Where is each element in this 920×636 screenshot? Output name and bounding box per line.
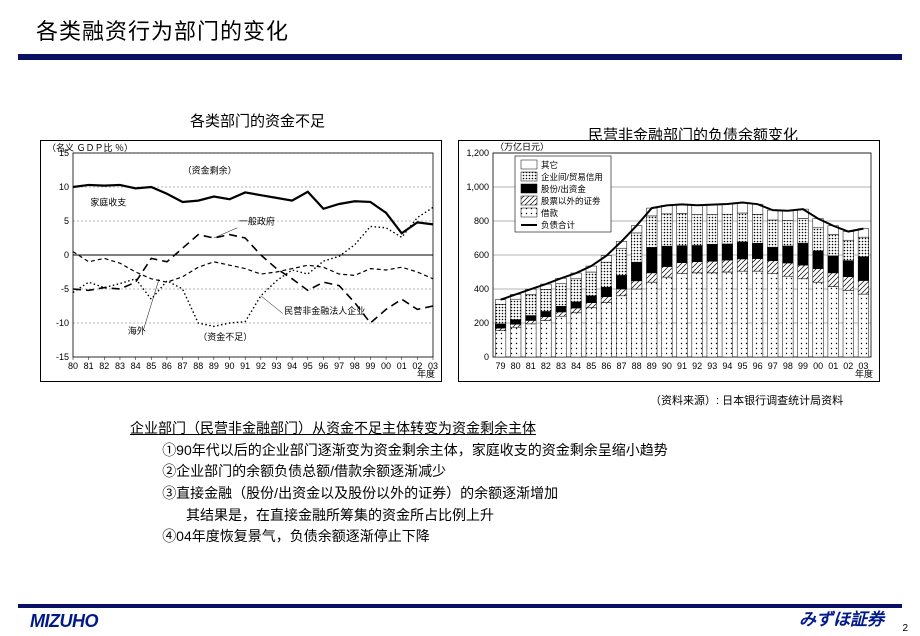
svg-text:88: 88	[632, 361, 642, 371]
svg-text:82: 82	[99, 361, 109, 371]
svg-text:93: 93	[707, 361, 717, 371]
svg-text:01: 01	[397, 361, 407, 371]
logo-mizuho-jp: みずほ証券	[799, 605, 884, 630]
bullet-4: ④04年度恢复景气，负债余额逐渐停止下降	[130, 526, 850, 548]
svg-text:94: 94	[722, 361, 732, 371]
svg-text:96: 96	[753, 361, 763, 371]
svg-text:95: 95	[737, 361, 747, 371]
svg-text:5: 5	[64, 216, 69, 226]
svg-text:90: 90	[662, 361, 672, 371]
bullet-1: ①90年代以后的企业部门逐渐变为资金剩余主体，家庭收支的资金剩余呈缩小趋势	[130, 440, 850, 462]
svg-text:86: 86	[162, 361, 172, 371]
svg-text:85: 85	[146, 361, 156, 371]
svg-text:400: 400	[474, 284, 489, 294]
svg-text:80: 80	[68, 361, 78, 371]
svg-text:（名义 ＧＤＰ比 ％）: （名义 ＧＤＰ比 ％）	[47, 142, 133, 153]
svg-text:0: 0	[484, 352, 489, 362]
svg-text:93: 93	[271, 361, 281, 371]
svg-text:97: 97	[334, 361, 344, 371]
svg-text:一般政府: 一般政府	[239, 215, 275, 226]
bullet-3: ③直接金融（股份/出资金以及股份以外的证券）的余额逐渐增加	[130, 483, 850, 505]
svg-text:1,200: 1,200	[466, 148, 489, 158]
right-chart: 02004006008001,0001,200（万亿日元）79808182838…	[458, 140, 880, 382]
svg-text:86: 86	[601, 361, 611, 371]
svg-text:99: 99	[365, 361, 375, 371]
svg-text:96: 96	[318, 361, 328, 371]
svg-text:0: 0	[64, 250, 69, 260]
svg-text:年度: 年度	[855, 368, 873, 379]
svg-text:01: 01	[828, 361, 838, 371]
svg-text:600: 600	[474, 250, 489, 260]
svg-text:79: 79	[496, 361, 506, 371]
svg-text:年度: 年度	[417, 368, 435, 379]
svg-text:82: 82	[541, 361, 551, 371]
svg-text:02: 02	[843, 361, 853, 371]
svg-text:（资金不足）: （资金不足）	[198, 331, 252, 342]
svg-text:-5: -5	[61, 284, 69, 294]
left-chart: -15-10-505101580818283848586878889909192…	[40, 140, 442, 382]
svg-text:94: 94	[287, 361, 297, 371]
svg-text:家庭收支: 家庭收支	[90, 196, 126, 207]
svg-text:83: 83	[115, 361, 125, 371]
svg-text:81: 81	[84, 361, 94, 371]
svg-text:股份/出资金: 股份/出资金	[541, 184, 586, 194]
svg-text:其它: 其它	[541, 160, 558, 170]
svg-text:（资金剩余）: （资金剩余）	[183, 164, 237, 175]
svg-text:92: 92	[692, 361, 702, 371]
svg-text:83: 83	[556, 361, 566, 371]
svg-text:87: 87	[178, 361, 188, 371]
svg-text:84: 84	[571, 361, 581, 371]
svg-text:借款: 借款	[541, 208, 559, 218]
left-chart-title: 各类部门的资金不足	[190, 110, 325, 131]
svg-text:80: 80	[511, 361, 521, 371]
svg-text:92: 92	[256, 361, 266, 371]
svg-text:81: 81	[526, 361, 536, 371]
footer: MIZUHO みずほ証券 2	[0, 600, 920, 636]
bullet-3-sub: 其结果是，在直接金融所筹集的资金所占比例上升	[130, 505, 850, 527]
svg-text:99: 99	[798, 361, 808, 371]
body-text: 企业部门（民营非金融部门）从资金不足主体转变为资金剩余主体 ①90年代以后的企业…	[130, 418, 850, 548]
svg-text:98: 98	[350, 361, 360, 371]
footer-rule	[18, 604, 902, 608]
svg-text:企业间/贸易信用: 企业间/贸易信用	[541, 172, 603, 182]
svg-text:97: 97	[768, 361, 778, 371]
svg-text:海外: 海外	[128, 325, 146, 336]
svg-text:股票以外的证劵: 股票以外的证劵	[541, 196, 601, 206]
svg-text:95: 95	[303, 361, 313, 371]
svg-text:10: 10	[59, 182, 69, 192]
svg-text:1,000: 1,000	[466, 182, 489, 192]
page-number: 2	[902, 623, 908, 634]
svg-text:89: 89	[647, 361, 657, 371]
svg-text:负债合计: 负债合计	[541, 220, 576, 230]
bullet-2: ②企业部门的余额负债总额/借款余额逐渐减少	[130, 461, 850, 483]
svg-text:89: 89	[209, 361, 219, 371]
svg-text:88: 88	[193, 361, 203, 371]
svg-text:84: 84	[131, 361, 141, 371]
svg-text:民营非金融法人企业: 民营非金融法人企业	[284, 305, 365, 316]
page-title: 各类融资行为部门的变化	[36, 14, 289, 46]
svg-text:00: 00	[381, 361, 391, 371]
body-heading: 企业部门（民营非金融部门）从资金不足主体转变为资金剩余主体	[130, 420, 536, 436]
svg-text:800: 800	[474, 216, 489, 226]
svg-text:98: 98	[783, 361, 793, 371]
svg-text:87: 87	[617, 361, 627, 371]
svg-text:85: 85	[586, 361, 596, 371]
source-note: （资料来源）: 日本银行调查统计局资料	[650, 392, 843, 408]
svg-text:91: 91	[677, 361, 687, 371]
svg-text:-10: -10	[56, 318, 69, 328]
svg-text:90: 90	[225, 361, 235, 371]
svg-text:91: 91	[240, 361, 250, 371]
svg-text:（万亿日元）: （万亿日元）	[495, 141, 549, 152]
svg-text:00: 00	[813, 361, 823, 371]
logo-mizuho-en: MIZUHO	[30, 611, 98, 632]
title-rule	[18, 54, 902, 60]
svg-text:200: 200	[474, 318, 489, 328]
